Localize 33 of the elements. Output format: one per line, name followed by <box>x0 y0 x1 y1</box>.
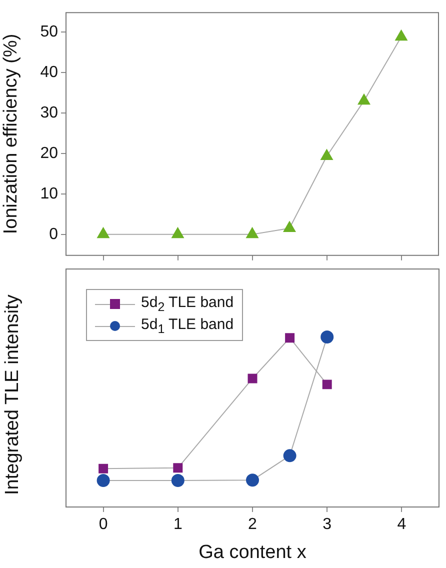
point <box>246 227 258 238</box>
point <box>283 221 296 232</box>
point <box>395 30 408 41</box>
x-axis-title: Ga content x <box>198 542 307 563</box>
x-tick-label: 4 <box>397 516 406 534</box>
point <box>320 330 334 344</box>
x-tick-label: 1 <box>173 516 182 534</box>
point <box>283 449 296 462</box>
y-axis-title: Integrated TLE intensity <box>2 294 24 495</box>
legend-label: 5d$_{2}$ TLE band <box>141 294 234 314</box>
point <box>98 464 108 474</box>
y-tick-label: 30 <box>40 104 58 122</box>
y-tick-label: 40 <box>40 64 58 81</box>
point <box>248 374 258 384</box>
point <box>173 463 183 473</box>
point <box>322 380 332 390</box>
x-tick-label: 0 <box>98 516 108 534</box>
x-tick-label: 2 <box>248 516 258 534</box>
point <box>172 227 184 238</box>
point <box>358 94 370 105</box>
y-tick-label: 20 <box>40 144 58 162</box>
y-axis-title: Ionization efficiency (%) <box>0 34 22 234</box>
point <box>285 333 295 343</box>
point <box>97 227 110 238</box>
y-tick-label: 50 <box>40 23 58 40</box>
y-tick-label: 0 <box>49 226 58 243</box>
y-tick-label: 10 <box>40 185 58 202</box>
legend-label: 5d$_{1}$ TLE band <box>141 316 234 336</box>
x-tick-label: 3 <box>322 516 332 534</box>
point <box>96 474 110 487</box>
point <box>171 474 184 487</box>
point <box>246 474 259 487</box>
point <box>320 149 333 160</box>
